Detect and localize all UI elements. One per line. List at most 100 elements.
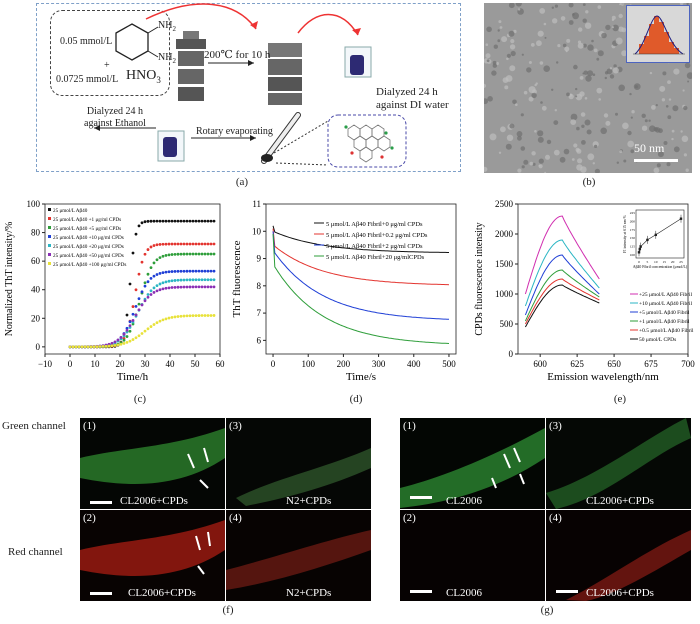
data-point — [188, 278, 192, 282]
data-point — [188, 219, 192, 223]
panel-number: (1) — [83, 420, 96, 432]
y-tick-label: 100 — [27, 199, 41, 209]
synthesis-scheme — [36, 3, 461, 172]
tem-particle — [495, 61, 499, 66]
data-point — [203, 219, 207, 223]
inset-x-tick-label: 0 — [638, 260, 640, 264]
data-point — [194, 219, 198, 223]
tem-particle — [633, 83, 641, 90]
data-point — [137, 297, 141, 301]
data-point — [95, 345, 99, 349]
data-point — [179, 252, 183, 256]
tem-particle — [497, 39, 501, 43]
data-point — [86, 345, 90, 349]
data-point — [188, 242, 192, 246]
tem-particle — [586, 129, 592, 135]
data-point — [149, 266, 153, 270]
tem-particle — [630, 149, 635, 154]
data-point — [212, 278, 216, 282]
data-point — [125, 335, 129, 338]
series-line — [524, 278, 600, 325]
caption-d: (d) — [349, 393, 363, 405]
data-point — [125, 326, 129, 330]
micro-f2: (2) CL2006+CPDs — [80, 510, 225, 601]
tem-particle — [611, 15, 616, 20]
x-axis-label: Time/s — [346, 371, 376, 383]
data-point — [203, 252, 207, 256]
tem-particle — [581, 140, 586, 145]
inset-y-tick-label: 100 — [630, 253, 636, 257]
data-point — [176, 285, 180, 289]
legend-entry: 25 μmol/L Aβ40 +1 μg/ml CPDs — [53, 217, 121, 223]
tem-particle — [649, 125, 656, 132]
tem-particle — [492, 60, 497, 65]
tem-particle — [540, 101, 543, 104]
data-point — [149, 289, 153, 293]
data-point — [173, 279, 177, 282]
data-point — [158, 256, 162, 260]
plus-text: + — [104, 60, 110, 71]
tem-particle — [498, 151, 502, 154]
data-point — [191, 242, 195, 246]
data-point — [203, 314, 207, 317]
data-point — [152, 219, 156, 223]
data-point — [152, 261, 156, 265]
data-point — [146, 272, 150, 276]
x-tick-label: 60 — [216, 359, 226, 369]
tem-image: 50 nm — [484, 3, 692, 173]
data-point — [200, 285, 204, 289]
legend-entry: 5 μmol/L Aβ40 Fibril+20 μg/mlCPDs — [326, 254, 425, 261]
tem-particle — [579, 91, 585, 97]
data-point — [185, 314, 189, 318]
x-tick-label: 650 — [607, 359, 621, 369]
tem-particle — [611, 18, 615, 22]
data-point — [158, 288, 162, 292]
tem-particle — [570, 119, 577, 125]
data-point — [188, 314, 192, 318]
data-point — [200, 269, 204, 273]
panel-number: (2) — [83, 512, 96, 524]
data-point — [170, 242, 174, 246]
data-point — [194, 242, 198, 246]
beaker-icon — [157, 130, 185, 162]
series-line — [524, 239, 600, 307]
micro-g2: (2) CL2006 — [400, 510, 545, 601]
y-tick-label: 1000 — [495, 289, 514, 299]
data-point — [191, 278, 195, 282]
tem-particle — [575, 87, 578, 91]
tem-particle — [521, 165, 525, 169]
tem-particle — [517, 168, 522, 173]
data-point — [203, 242, 207, 246]
x-tick-label: 625 — [570, 359, 584, 369]
x-tick-label: 100 — [301, 359, 315, 369]
tem-particle — [564, 46, 570, 52]
data-point — [170, 219, 174, 223]
series-line — [524, 254, 600, 316]
data-point — [206, 219, 210, 223]
data-point — [212, 242, 216, 246]
data-point — [128, 282, 132, 286]
tem-particle — [668, 98, 672, 101]
panel-label: CL2006+CPDs — [128, 587, 196, 599]
tem-particle — [594, 168, 600, 173]
tem-particle — [673, 68, 680, 75]
micro-f1: (1) CL2006+CPDs — [80, 418, 225, 509]
panel-label: N2+CPDs — [286, 587, 332, 599]
data-point — [146, 293, 150, 296]
data-point — [176, 242, 180, 246]
tem-particle — [528, 86, 536, 94]
x-tick-label: 40 — [166, 359, 176, 369]
series-line — [272, 225, 449, 253]
tem-particle — [546, 139, 552, 145]
legend-entry: 50 μmol/L CPDs — [639, 337, 676, 343]
data-point — [122, 338, 126, 342]
tem-particle — [592, 162, 595, 165]
tem-particle — [580, 166, 587, 173]
tem-particle — [551, 6, 554, 9]
data-point — [137, 272, 141, 276]
tem-particle — [577, 158, 583, 164]
data-point — [170, 253, 174, 256]
x-tick-label: 200 — [337, 359, 351, 369]
tem-particle — [578, 27, 583, 32]
tem-particle — [687, 80, 690, 83]
